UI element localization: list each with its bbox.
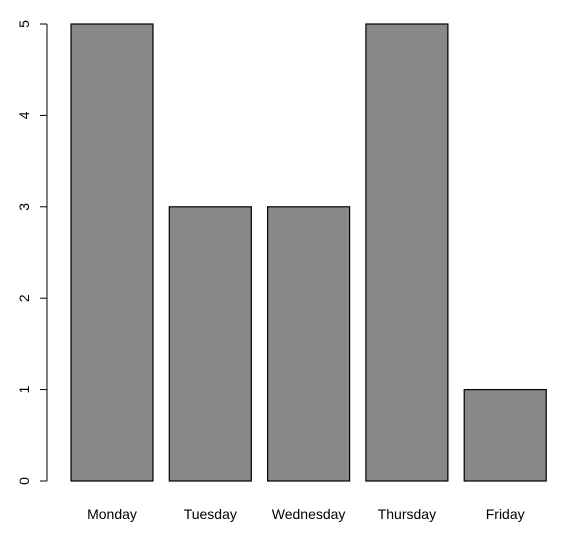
x-tick-label-friday: Friday: [486, 506, 525, 522]
y-tick-label-5: 5: [16, 20, 32, 28]
y-tick-label-2: 2: [16, 294, 32, 302]
x-tick-label-wednesday: Wednesday: [272, 506, 346, 522]
x-tick-label-thursday: Thursday: [378, 506, 436, 522]
x-axis-labels: Monday Tuesday Wednesday Thursday Friday: [87, 506, 525, 522]
bars-layer: [70, 23, 547, 482]
x-tick-label-tuesday: Tuesday: [184, 506, 237, 522]
y-tick-label-0: 0: [16, 477, 32, 485]
bar-monday: [70, 23, 154, 482]
y-axis: 0 1 2 3 4 5: [16, 20, 48, 485]
bar-thursday: [365, 23, 449, 482]
bar-friday: [463, 389, 547, 482]
bar-wednesday: [267, 206, 351, 482]
x-tick-label-monday: Monday: [87, 506, 137, 522]
y-tick-label-4: 4: [16, 111, 32, 119]
bar-tuesday: [168, 206, 252, 482]
y-tick-label-3: 3: [16, 203, 32, 211]
y-tick-label-1: 1: [16, 385, 32, 393]
